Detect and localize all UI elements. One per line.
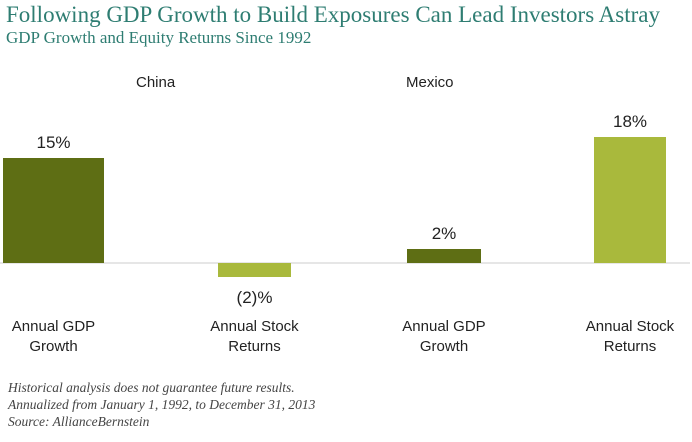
category-label: Annual GDP [402, 318, 485, 335]
chart-subtitle: GDP Growth and Equity Returns Since 1992 [6, 28, 312, 47]
category-label: Growth [29, 338, 77, 355]
note-disclaimer: Historical analysis does not guarantee f… [8, 380, 295, 395]
bar-china-0 [3, 158, 104, 263]
bar-china-1 [218, 263, 291, 277]
chart-title: Following GDP Growth to Build Exposures … [6, 2, 660, 27]
panel-title-china: China [136, 74, 176, 91]
category-label: Annual GDP [12, 318, 95, 335]
category-label: Annual Stock [586, 318, 675, 335]
bar-mexico-0 [407, 249, 481, 263]
note-source: Source: AllianceBernstein [8, 414, 150, 429]
data-label: 2% [432, 224, 457, 243]
category-label: Annual Stock [210, 318, 299, 335]
category-label: Returns [604, 338, 657, 355]
panel-title-mexico: Mexico [406, 74, 454, 91]
data-label: (2)% [237, 288, 273, 307]
bar-mexico-1 [594, 137, 666, 263]
note-period: Annualized from January 1, 1992, to Dece… [8, 397, 316, 412]
data-label: 15% [36, 133, 70, 152]
data-label: 18% [613, 112, 647, 131]
category-label: Growth [420, 338, 468, 355]
category-label: Returns [228, 338, 281, 355]
